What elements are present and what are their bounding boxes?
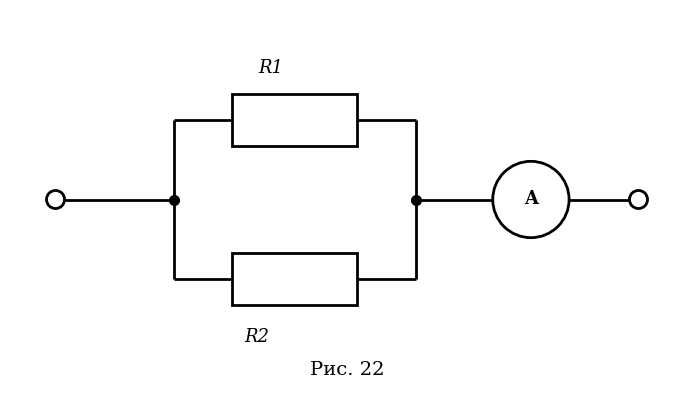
FancyBboxPatch shape <box>232 253 357 305</box>
Ellipse shape <box>493 161 569 238</box>
Text: A: A <box>524 190 538 209</box>
Text: R2: R2 <box>244 328 269 346</box>
Text: Рис. 22: Рис. 22 <box>310 361 384 379</box>
FancyBboxPatch shape <box>232 94 357 146</box>
Ellipse shape <box>629 190 648 209</box>
Ellipse shape <box>46 190 65 209</box>
Text: R1: R1 <box>258 59 283 77</box>
